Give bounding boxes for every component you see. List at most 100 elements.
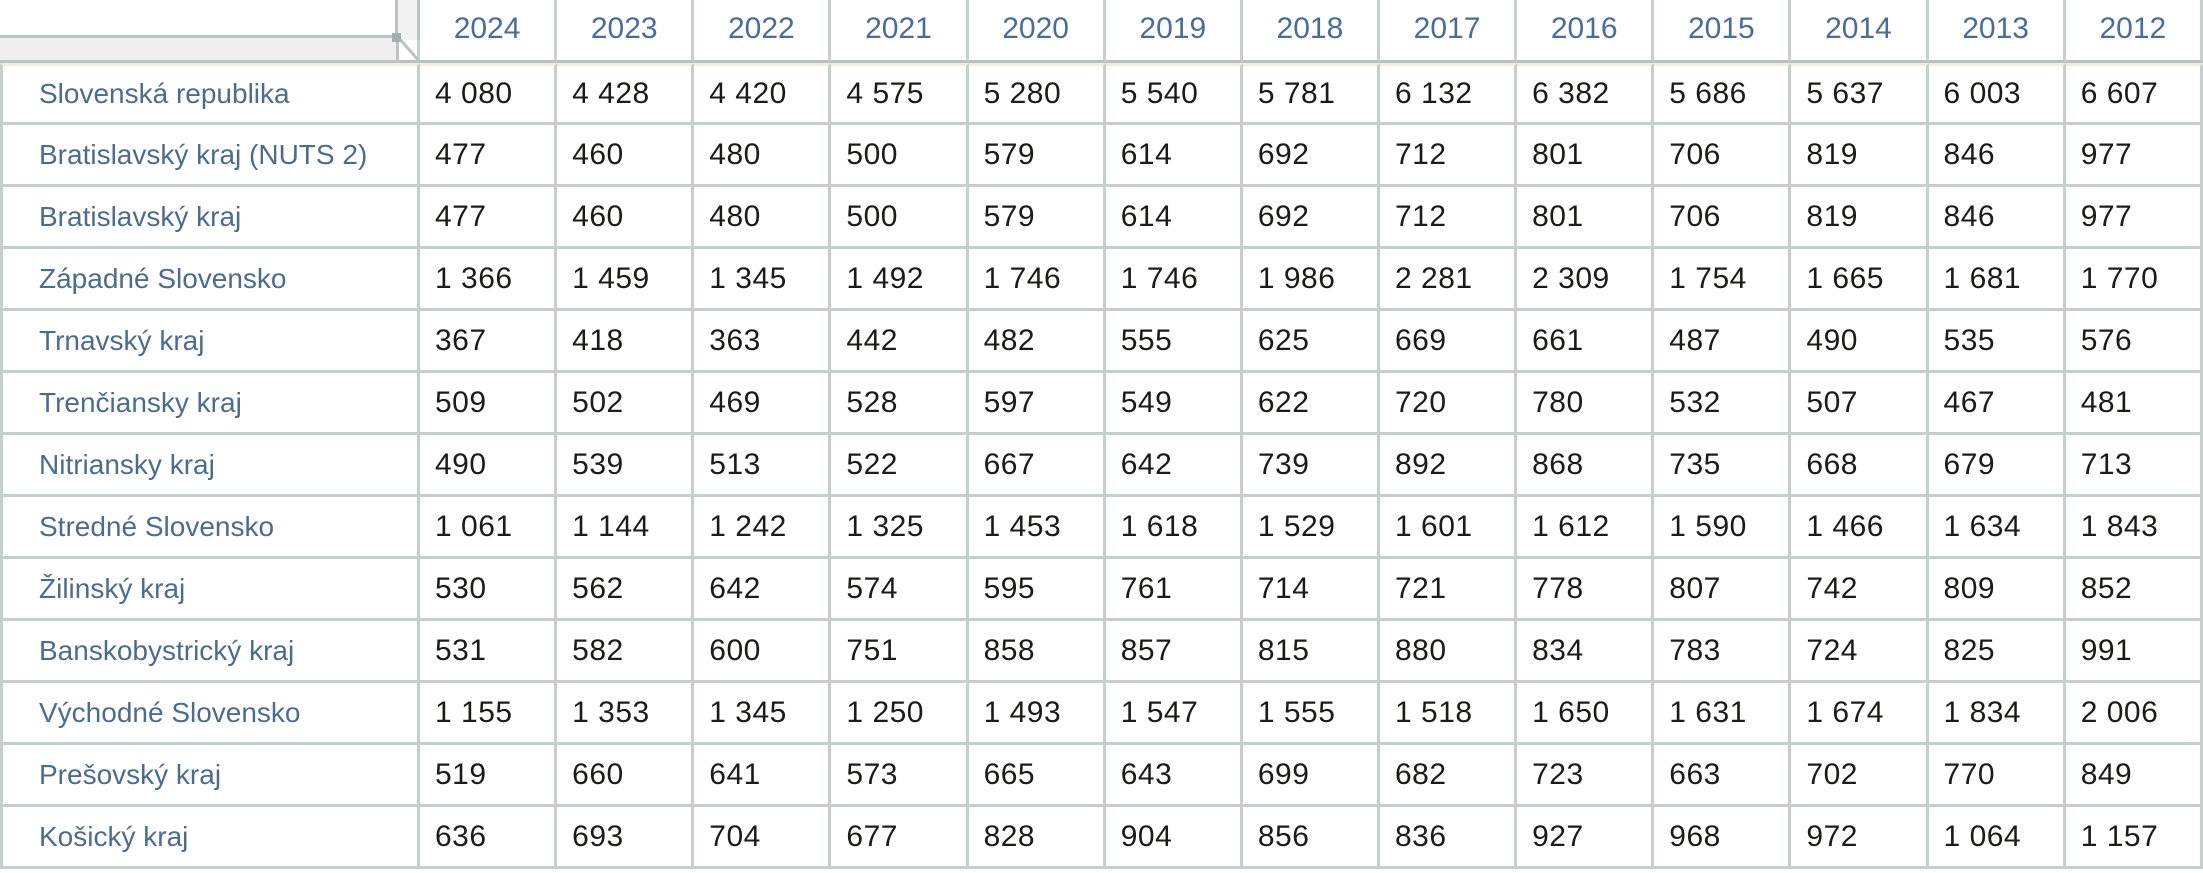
value-cell-presovsky-kraj-2019: 643 [1105,745,1243,807]
value-cell-kosicky-kraj-2021: 677 [831,807,969,869]
value-cell-presovsky-kraj-2012: 849 [2065,745,2203,807]
value-cell-trnavsky-kraj-2021: 442 [831,311,969,373]
value-cell-bratislavsky-kraj-nuts-2-2018: 692 [1242,125,1380,187]
table-row-bratislavsky-kraj: Bratislavský kraj 477 460 480 500 579 614 692 71… [0,187,2203,249]
row-label-trenciansky-kraj[interactable]: Trenčiansky kraj [0,373,420,435]
value-cell-vychodne-slovensko-2013: 1 834 [1928,683,2066,745]
value-cell-stredne-slovensko-2016: 1 612 [1517,497,1655,559]
value-cell-trenciansky-kraj-2012: 481 [2065,373,2203,435]
year-header-2016[interactable]: 2016 [1517,0,1655,63]
value-cell-stredne-slovensko-2020: 1 453 [968,497,1106,559]
value-cell-bratislavsky-kraj-2015: 706 [1654,187,1792,249]
value-cell-bratislavsky-kraj-2014: 819 [1791,187,1929,249]
value-cell-kosicky-kraj-2014: 972 [1791,807,1929,869]
value-cell-vychodne-slovensko-2020: 1 493 [968,683,1106,745]
value-cell-zilinsky-kraj-2015: 807 [1654,559,1792,621]
row-label-presovsky-kraj[interactable]: Prešovský kraj [0,745,420,807]
year-header-2022[interactable]: 2022 [694,0,832,63]
year-header-2014[interactable]: 2014 [1791,0,1929,63]
row-label-bratislavsky-kraj-nuts-2[interactable]: Bratislavský kraj (NUTS 2) [0,125,420,187]
year-header-2015[interactable]: 2015 [1654,0,1792,63]
value-cell-kosicky-kraj-2024: 636 [420,807,558,869]
value-cell-stredne-slovensko-2018: 1 529 [1242,497,1380,559]
column-axis-drag-handle[interactable] [395,0,420,40]
value-cell-trenciansky-kraj-2013: 467 [1928,373,2066,435]
value-cell-trenciansky-kraj-2016: 780 [1517,373,1655,435]
value-cell-bratislavsky-kraj-nuts-2-2024: 477 [420,125,558,187]
value-cell-presovsky-kraj-2013: 770 [1928,745,2066,807]
value-cell-trenciansky-kraj-2019: 549 [1105,373,1243,435]
value-cell-banskobystricky-kraj-2012: 991 [2065,621,2203,683]
year-header-2013[interactable]: 2013 [1928,0,2066,63]
table-row-bratislavsky-kraj-nuts-2: Bratislavský kraj (NUTS 2) 477 460 480 500 57… [0,125,2203,187]
row-label-zilinsky-kraj[interactable]: Žilinský kraj [0,559,420,621]
year-header-2012[interactable]: 2012 [2065,0,2203,63]
value-cell-presovsky-kraj-2024: 519 [420,745,558,807]
table-row-nitriansky-kraj: Nitriansky kraj 490 539 513 522 667 642 739 892 8… [0,435,2203,497]
value-cell-kosicky-kraj-2022: 704 [694,807,832,869]
value-cell-banskobystricky-kraj-2013: 825 [1928,621,2066,683]
value-cell-banskobystricky-kraj-2022: 600 [694,621,832,683]
value-cell-stredne-slovensko-2023: 1 144 [557,497,695,559]
value-cell-bratislavsky-kraj-2013: 846 [1928,187,2066,249]
row-label-banskobystricky-kraj[interactable]: Banskobystrický kraj [0,621,420,683]
year-header-2019[interactable]: 2019 [1105,0,1243,63]
value-cell-zapadne-slovensko-2021: 1 492 [831,249,969,311]
value-cell-trenciansky-kraj-2023: 502 [557,373,695,435]
value-cell-bratislavsky-kraj-nuts-2-2019: 614 [1105,125,1243,187]
value-cell-presovsky-kraj-2021: 573 [831,745,969,807]
value-cell-trnavsky-kraj-2015: 487 [1654,311,1792,373]
value-cell-zapadne-slovensko-2014: 1 665 [1791,249,1929,311]
value-cell-bratislavsky-kraj-nuts-2-2020: 579 [968,125,1106,187]
value-cell-slovenska-republika-2014: 5 637 [1791,63,1929,125]
row-label-nitriansky-kraj[interactable]: Nitriansky kraj [0,435,420,497]
value-cell-stredne-slovensko-2017: 1 601 [1379,497,1518,559]
value-cell-slovenska-republika-2012: 6 607 [2065,63,2203,125]
value-cell-nitriansky-kraj-2013: 679 [1928,435,2066,497]
row-label-slovenska-republika[interactable]: Slovenská republika [0,63,420,125]
value-cell-bratislavsky-kraj-2020: 579 [968,187,1106,249]
value-cell-trnavsky-kraj-2019: 555 [1105,311,1243,373]
year-header-2021[interactable]: 2021 [831,0,969,63]
value-cell-vychodne-slovensko-2022: 1 345 [694,683,832,745]
value-cell-banskobystricky-kraj-2018: 815 [1242,621,1380,683]
year-header-2023[interactable]: 2023 [557,0,695,63]
value-cell-bratislavsky-kraj-2023: 460 [557,187,695,249]
value-cell-slovenska-republika-2013: 6 003 [1928,63,2066,125]
value-cell-bratislavsky-kraj-2016: 801 [1517,187,1655,249]
value-cell-zapadne-slovensko-2015: 1 754 [1654,249,1792,311]
year-header-2020[interactable]: 2020 [968,0,1106,63]
value-cell-nitriansky-kraj-2012: 713 [2065,435,2203,497]
value-cell-nitriansky-kraj-2020: 667 [968,435,1106,497]
value-cell-trnavsky-kraj-2014: 490 [1791,311,1929,373]
row-label-trnavsky-kraj[interactable]: Trnavský kraj [0,311,420,373]
value-cell-zapadne-slovensko-2016: 2 309 [1517,249,1655,311]
value-cell-trnavsky-kraj-2024: 367 [420,311,558,373]
year-header-2024[interactable]: 2024 [420,0,558,63]
value-cell-stredne-slovensko-2022: 1 242 [694,497,832,559]
row-label-zapadne-slovensko[interactable]: Západné Slovensko [0,249,420,311]
row-axis-drag-handle[interactable] [0,35,399,63]
year-header-2017[interactable]: 2017 [1379,0,1518,63]
value-cell-kosicky-kraj-2013: 1 064 [1928,807,2066,869]
value-cell-nitriansky-kraj-2019: 642 [1105,435,1243,497]
value-cell-bratislavsky-kraj-nuts-2-2016: 801 [1517,125,1655,187]
table-row-kosicky-kraj: Košický kraj 636 693 704 677 828 904 856 836 927 9… [0,807,2203,869]
table-row-trenciansky-kraj: Trenčiansky kraj 509 502 469 528 597 549 622 720… [0,373,2203,435]
value-cell-presovsky-kraj-2014: 702 [1791,745,1929,807]
row-label-kosicky-kraj[interactable]: Košický kraj [0,807,420,869]
row-label-vychodne-slovensko[interactable]: Východné Slovensko [0,683,420,745]
value-cell-bratislavsky-kraj-nuts-2-2021: 500 [831,125,969,187]
value-cell-bratislavsky-kraj-2017: 712 [1379,187,1518,249]
row-label-bratislavsky-kraj[interactable]: Bratislavský kraj [0,187,420,249]
value-cell-zapadne-slovensko-2017: 2 281 [1379,249,1518,311]
value-cell-banskobystricky-kraj-2014: 724 [1791,621,1929,683]
value-cell-nitriansky-kraj-2023: 539 [557,435,695,497]
year-header-2018[interactable]: 2018 [1242,0,1380,63]
row-label-stredne-slovensko[interactable]: Stredné Slovensko [0,497,420,559]
table-row-presovsky-kraj: Prešovský kraj 519 660 641 573 665 643 699 682 72… [0,745,2203,807]
value-cell-presovsky-kraj-2022: 641 [694,745,832,807]
value-cell-bratislavsky-kraj-nuts-2-2017: 712 [1379,125,1518,187]
value-cell-nitriansky-kraj-2018: 739 [1242,435,1380,497]
